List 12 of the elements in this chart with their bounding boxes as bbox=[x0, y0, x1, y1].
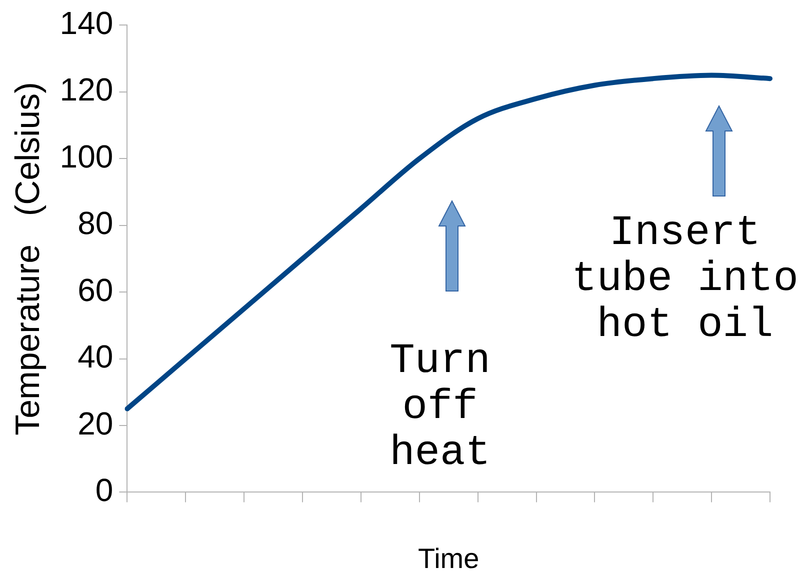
y-tick-label: 140 bbox=[60, 5, 114, 42]
y-tick-label: 60 bbox=[78, 272, 114, 308]
y-tick-label: 20 bbox=[78, 405, 114, 442]
y-tick-label: 0 bbox=[95, 472, 114, 508]
annotation: Insert tube into hot oil bbox=[570, 209, 800, 349]
y-tick-label: 80 bbox=[78, 205, 114, 242]
y-tick-label: 100 bbox=[60, 138, 114, 174]
y-tick-label: 40 bbox=[78, 338, 114, 375]
x-axis-title: Time bbox=[418, 542, 480, 574]
annotation: Turn off heat bbox=[388, 337, 492, 477]
y-tick-label: 120 bbox=[60, 72, 114, 108]
y-axis-title: Temperature (Celsius) bbox=[8, 82, 47, 436]
